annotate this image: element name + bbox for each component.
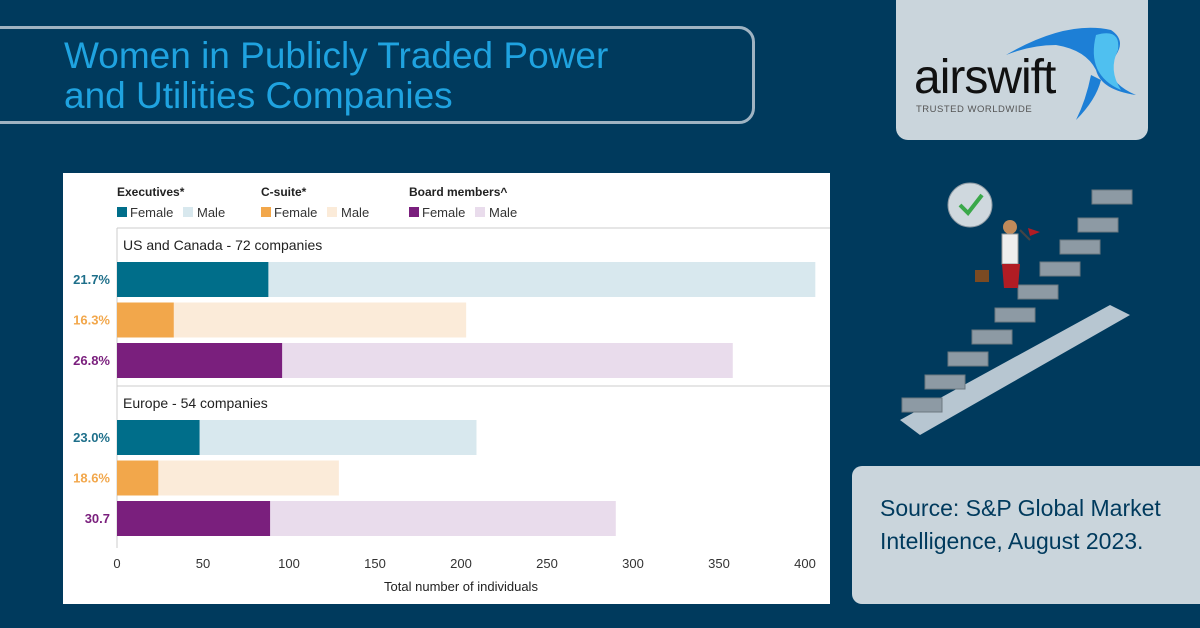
x-tick-label: 100 (278, 556, 300, 571)
airswift-logo: airswift TRUSTED WORLDWIDE (896, 0, 1148, 140)
bar-male-c-suite (117, 302, 467, 338)
legend-swatch-female (117, 207, 127, 217)
logo-wordmark: airswift (914, 51, 1056, 104)
title-line-2: and Utilities Companies (64, 75, 453, 116)
x-tick-label: 300 (622, 556, 644, 571)
legend-swatch-male (475, 207, 485, 217)
legend-label-male: Male (489, 205, 517, 220)
bar-female-executives (117, 262, 269, 297)
x-tick-label: 350 (708, 556, 730, 571)
career-stairs-illustration (900, 182, 1133, 435)
data-label-percent: 23.0% (73, 430, 110, 445)
title-line-1: Women in Publicly Traded Power (64, 35, 609, 76)
x-axis-label: Total number of individuals (384, 579, 538, 594)
logo-tagline: TRUSTED WORLDWIDE (916, 104, 1033, 115)
section-title: Europe - 54 companies (123, 395, 268, 411)
bar-female-board-members (117, 501, 271, 536)
data-label-percent: 26.8% (73, 353, 110, 368)
legend-label-female: Female (130, 205, 173, 220)
legend-label-male: Male (197, 205, 225, 220)
legend-label-female: Female (274, 205, 317, 220)
data-label-percent: 18.6% (73, 471, 110, 486)
bar-female-board-members (117, 343, 283, 378)
x-tick-label: 200 (450, 556, 472, 571)
legend-group-title: Board members^ (409, 185, 507, 199)
legend-swatch-female (409, 207, 419, 217)
x-tick-label: 50 (196, 556, 210, 571)
page-title: Women in Publicly Traded Power and Utili… (64, 36, 608, 116)
source-note: Source: S&P Global Market Intelligence, … (852, 466, 1200, 604)
x-tick-label: 0 (113, 556, 120, 571)
legend-swatch-male (327, 207, 337, 217)
data-label-percent: 30.7 (85, 511, 110, 526)
x-tick-label: 400 (794, 556, 816, 571)
x-tick-label: 150 (364, 556, 386, 571)
data-label-percent: 16.3% (73, 313, 110, 328)
legend-group-title: C-suite* (261, 185, 307, 199)
title-frame (0, 26, 755, 124)
bar-female-c-suite (117, 460, 159, 496)
legend-label-male: Male (341, 205, 369, 220)
swift-bird-icon (1006, 27, 1136, 120)
legend-label-female: Female (422, 205, 465, 220)
data-label-percent: 21.7% (73, 272, 110, 287)
bar-female-c-suite (117, 302, 174, 338)
legend-swatch-female (261, 207, 271, 217)
legend-group-title: Executives* (117, 185, 185, 199)
x-tick-label: 250 (536, 556, 558, 571)
section-title: US and Canada - 72 companies (123, 237, 322, 253)
bar-female-executives (117, 420, 200, 455)
legend-swatch-male (183, 207, 193, 217)
